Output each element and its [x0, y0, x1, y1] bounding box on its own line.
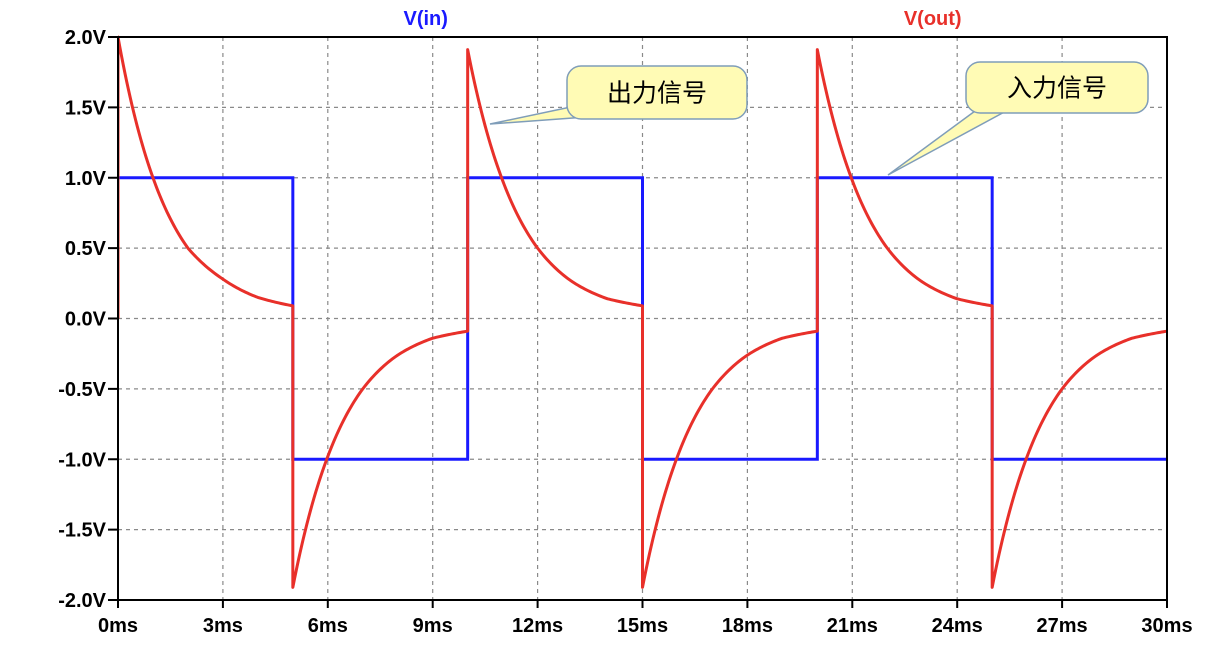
x-tick-label: 3ms: [203, 615, 243, 637]
x-tick-label: 30ms: [1141, 615, 1192, 637]
x-tick-label: 12ms: [512, 615, 563, 637]
callout-input: 入力信号: [887, 61, 1149, 176]
legend-vin: V(in): [403, 8, 447, 30]
callout-box: [566, 65, 748, 120]
callouts: 出力信号 入力信号: [489, 61, 1149, 176]
y-tick-label: 1.0V: [65, 168, 107, 190]
callout-text: 出力信号: [607, 79, 707, 108]
y-tick-label: 0.5V: [65, 238, 107, 260]
x-tick-label: 9ms: [413, 615, 453, 637]
y-tick-label: 0.0V: [65, 309, 107, 331]
legend: V(in) V(out): [403, 8, 961, 30]
x-tick-label: 24ms: [932, 615, 983, 637]
x-tick-label: 18ms: [722, 615, 773, 637]
series-layer: [118, 35, 1167, 589]
y-tick-label: -2.0V: [58, 590, 106, 612]
y-tick-label: -1.0V: [58, 449, 106, 471]
callout-box: [965, 61, 1149, 114]
x-tick-label: 15ms: [617, 615, 668, 637]
y-tick-labels: 2.0V 1.5V 1.0V 0.5V 0.0V -0.5V -1.0V -1.5V -2.0V: [58, 27, 106, 612]
callout-output: 出力信号: [489, 65, 748, 125]
x-tick-label: 27ms: [1037, 615, 1088, 637]
y-tick-label: 2.0V: [65, 27, 107, 49]
legend-vout: V(out): [904, 8, 962, 30]
y-tick-label: -0.5V: [58, 379, 106, 401]
series-line-vout: [118, 35, 1167, 589]
y-tick-label: 1.5V: [65, 97, 107, 119]
x-tick-label: 0ms: [98, 615, 138, 637]
series-line-vin: [118, 176, 1167, 461]
callout-text: 入力信号: [1007, 74, 1107, 103]
x-tick-label: 6ms: [308, 615, 348, 637]
x-tick-label: 21ms: [827, 615, 878, 637]
y-tick-label: -1.5V: [58, 520, 106, 542]
tick-marks: [108, 36, 1168, 608]
x-tick-labels: 0ms 3ms 6ms 9ms 12ms 15ms 18ms 21ms 24ms 27ms 30ms: [98, 615, 1193, 637]
